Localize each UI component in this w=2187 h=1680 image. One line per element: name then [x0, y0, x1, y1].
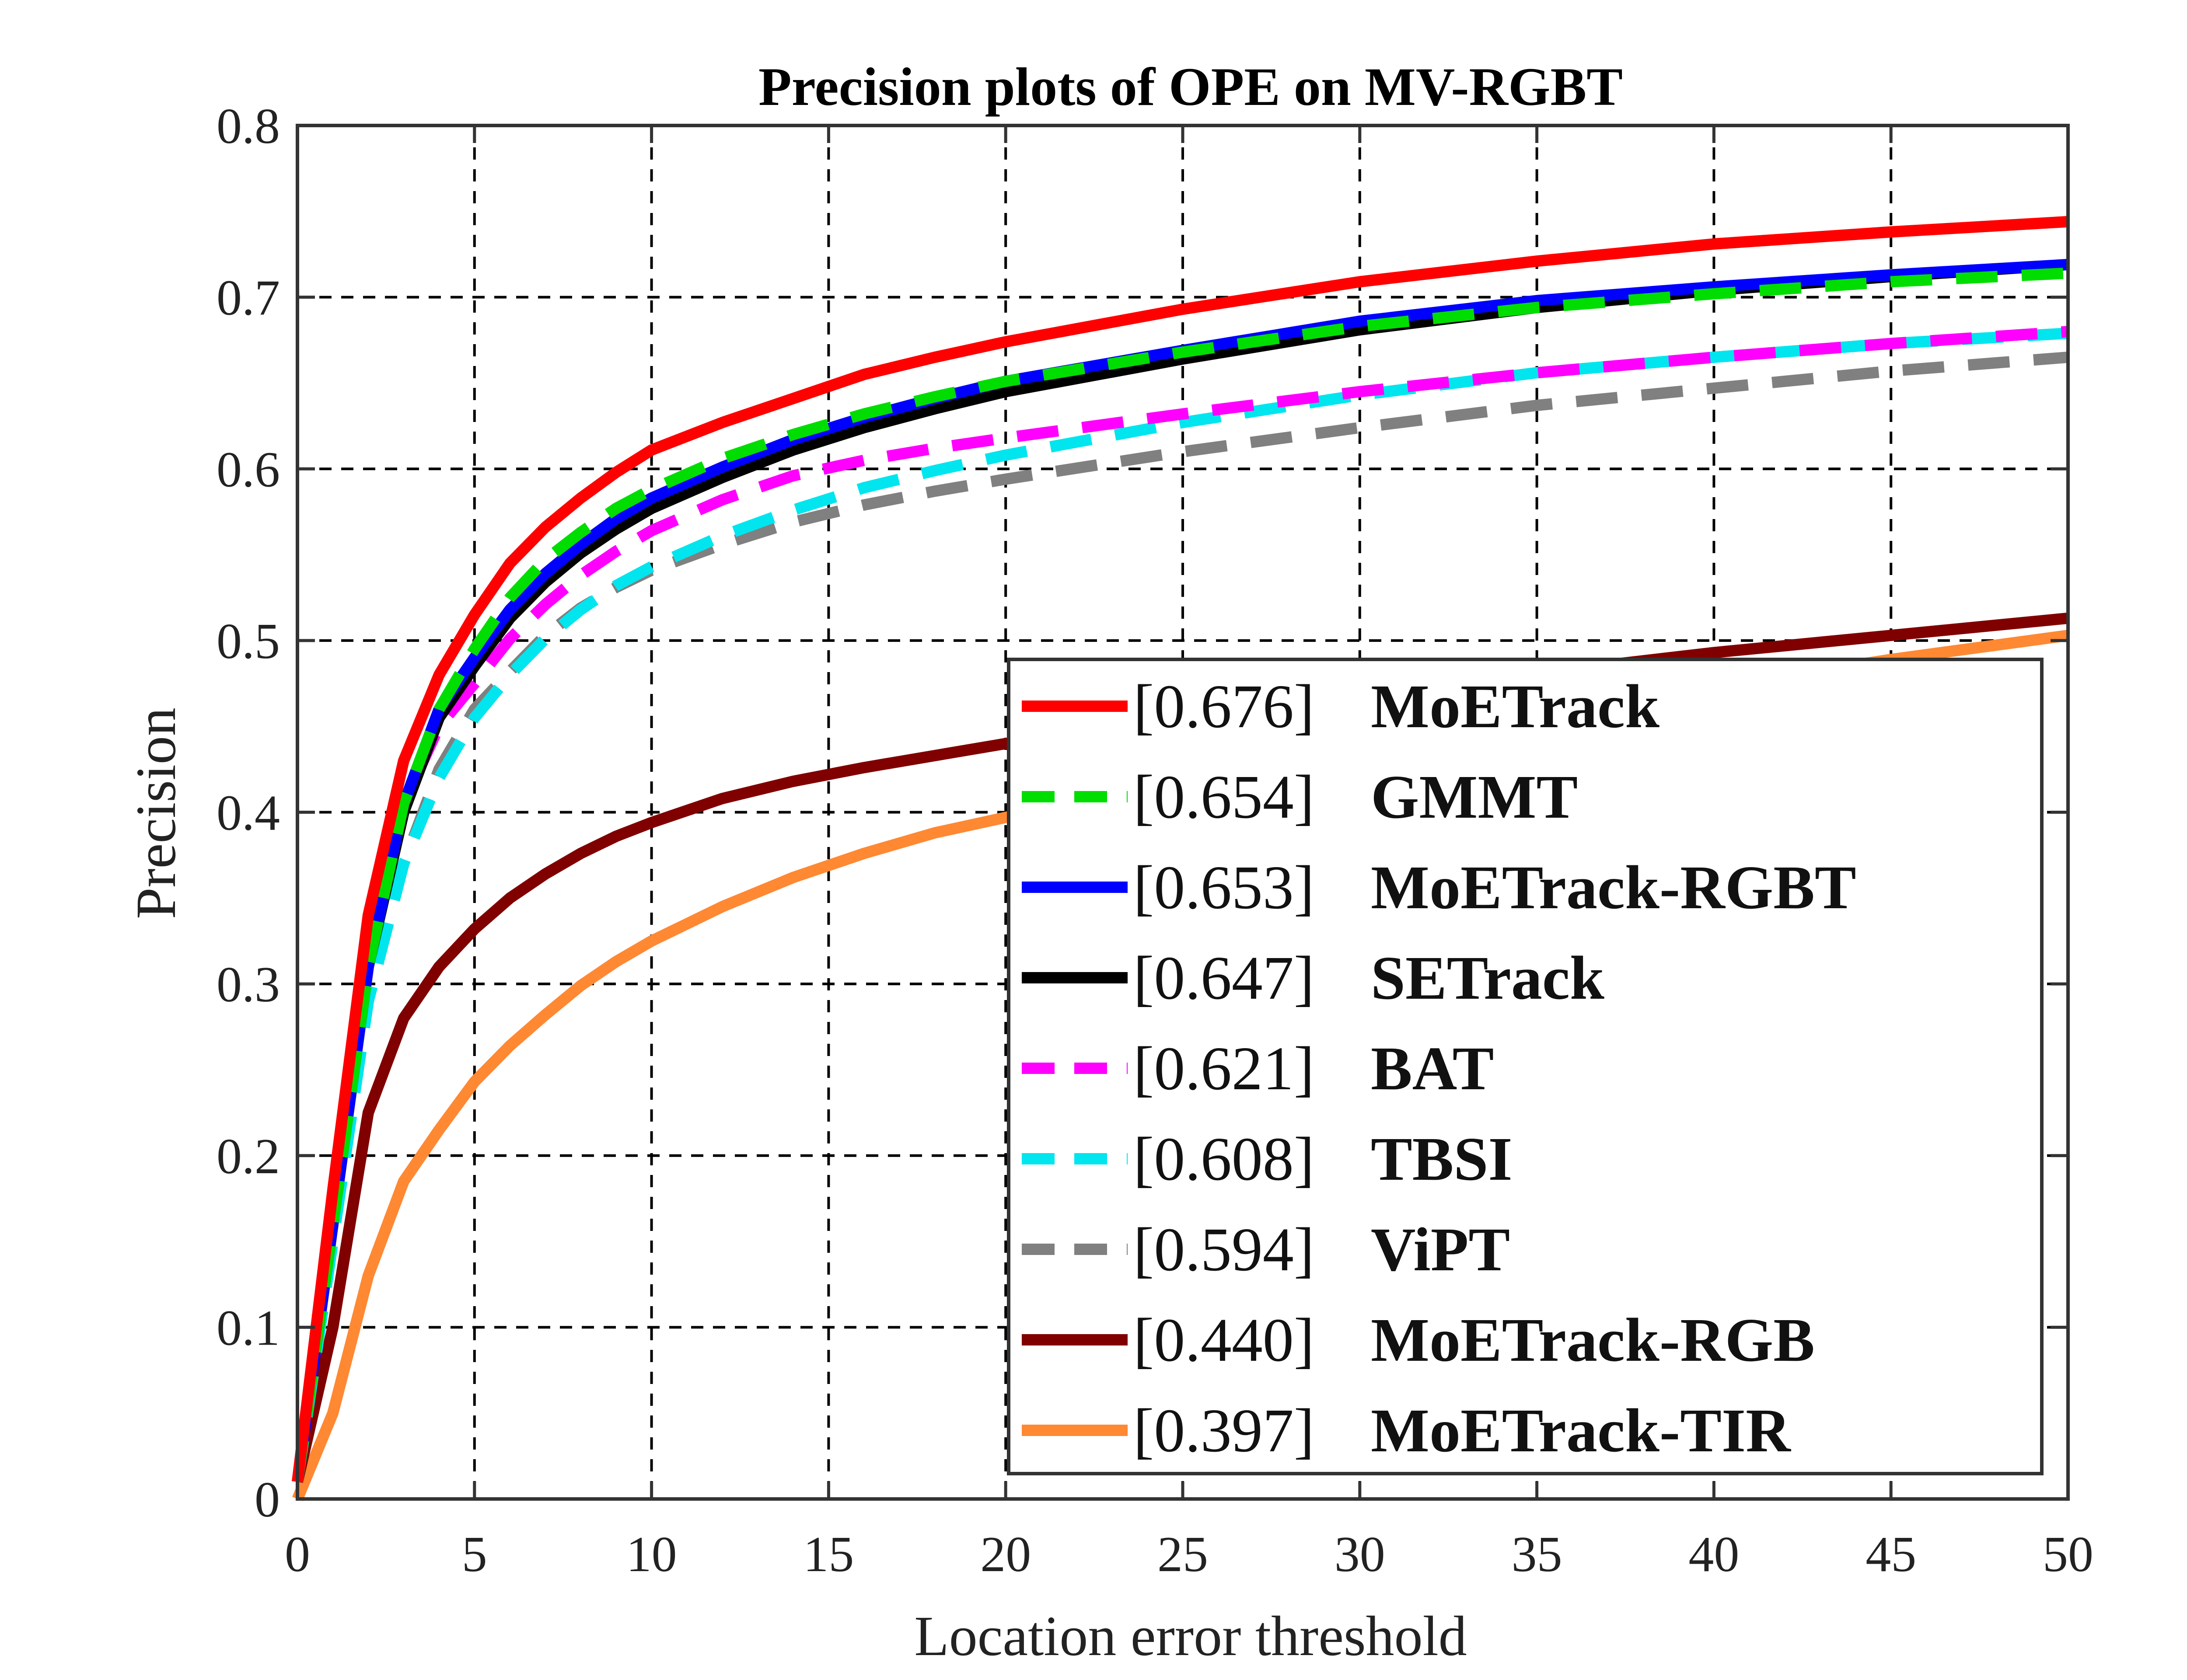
- legend-label-moetrack-rgb: MoETrack-RGB: [1371, 1305, 1815, 1374]
- y-tick-label: 0.5: [217, 613, 280, 669]
- x-tick-label: 50: [2043, 1527, 2093, 1582]
- legend-box: [1007, 658, 2044, 1475]
- legend-score-moetrack: [0.676]: [1133, 672, 1314, 741]
- x-tick-label: 0: [285, 1527, 310, 1582]
- legend-score-moetrack-tir: [0.397]: [1133, 1396, 1314, 1465]
- x-axis-title: Location error threshold: [914, 1605, 1467, 1668]
- legend-label-moetrack: MoETrack: [1371, 672, 1659, 741]
- legend-label-bat: BAT: [1371, 1034, 1494, 1103]
- x-tick-label: 45: [1866, 1527, 1916, 1582]
- plot-frame: [296, 124, 2070, 1501]
- y-tick-label: 0.4: [217, 785, 280, 841]
- y-tick-label: 0.3: [217, 957, 280, 1013]
- x-tick-label: 15: [803, 1527, 854, 1582]
- y-tick-label: 0.8: [217, 98, 280, 154]
- legend: [0.676] MoETrack [0.654] GMMT [0.653] MoETrac…: [1007, 658, 2044, 1475]
- legend-score-gmmt: [0.654]: [1133, 762, 1314, 831]
- y-tick-label: 0: [255, 1472, 280, 1528]
- legend-score-tbsi: [0.608]: [1133, 1124, 1314, 1193]
- legend-label-setrack: SETrack: [1371, 943, 1604, 1012]
- legend-label-moetrack-rgbt: MoETrack-RGBT: [1371, 853, 1856, 922]
- data-series: [292, 216, 2069, 1501]
- legend-label-gmmt: GMMT: [1371, 762, 1578, 831]
- x-tick-label: 5: [462, 1527, 487, 1582]
- x-tick-label: 10: [626, 1527, 677, 1582]
- plot-border: [296, 124, 2070, 1501]
- legend-label-vipt: ViPT: [1371, 1215, 1510, 1284]
- series-line-gmmt: [292, 267, 2068, 1483]
- x-tick-label: 30: [1335, 1527, 1385, 1582]
- legend-score-bat: [0.621]: [1133, 1034, 1314, 1103]
- legend-label-moetrack-tir: MoETrack-TIR: [1371, 1396, 1791, 1465]
- x-tick-label: 35: [1512, 1527, 1562, 1582]
- tick-labels: 0 5 10 15 20 25 30 35 40 45 50 0 0.1 0.2 0.3 0.4 0.5 0.6 0…: [217, 98, 2093, 1582]
- y-tick-label: 0.1: [217, 1300, 280, 1356]
- series-line-moetrack: [292, 216, 2068, 1483]
- legend-score-moetrack-rgb: [0.440]: [1133, 1305, 1314, 1374]
- legend-label-tbsi: TBSI: [1371, 1124, 1513, 1193]
- chart-title: Precision plots of OPE on MV-RGBT: [758, 57, 1623, 117]
- y-tick-label: 0.6: [217, 442, 280, 498]
- y-axis-title: Precision: [125, 708, 188, 919]
- x-tick-label: 25: [1157, 1527, 1208, 1582]
- y-tick-label: 0.7: [217, 270, 280, 326]
- legend-score-setrack: [0.647]: [1133, 943, 1314, 1012]
- legend-score-vipt: [0.594]: [1133, 1215, 1314, 1284]
- y-tick-label: 0.2: [217, 1129, 280, 1185]
- x-tick-label: 40: [1688, 1527, 1739, 1582]
- x-tick-label: 20: [980, 1527, 1031, 1582]
- legend-score-moetrack-rgbt: [0.653]: [1133, 853, 1314, 922]
